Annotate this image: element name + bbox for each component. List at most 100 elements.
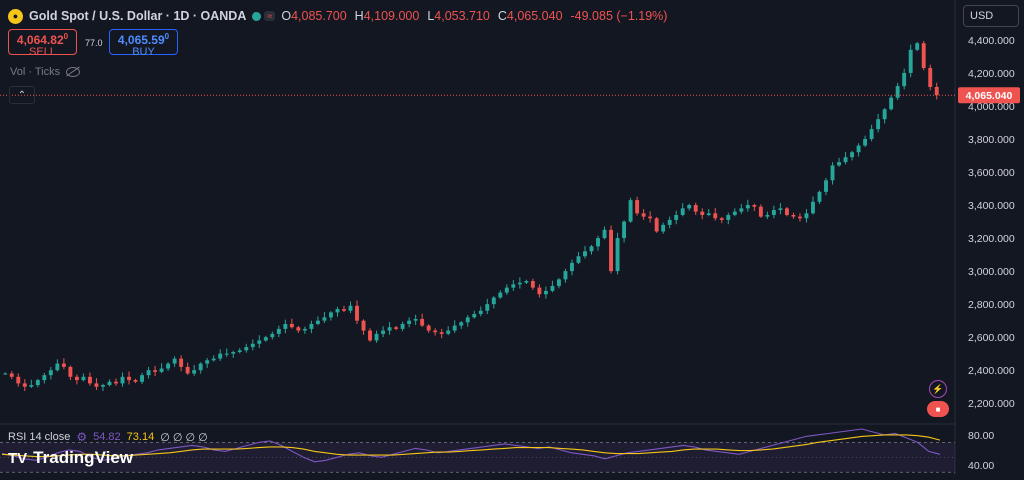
candle-body	[74, 376, 79, 381]
rsi-ma-value: 73.14	[126, 431, 155, 443]
candle-body	[192, 370, 197, 374]
candle-body	[374, 333, 379, 341]
candle-body	[517, 282, 522, 285]
candle-body	[693, 205, 698, 212]
candle-body	[635, 200, 640, 214]
candle-body	[524, 281, 529, 283]
candle-body	[446, 330, 451, 334]
candle-body	[355, 305, 359, 321]
gold-coin-icon: ●	[8, 8, 23, 24]
price-axis-tick: 3,400.000	[968, 200, 1015, 212]
candle-body	[211, 358, 216, 361]
candle-body	[114, 381, 118, 384]
rsi-ma-line	[1, 434, 941, 458]
candle-body	[570, 262, 574, 272]
candle-body	[48, 370, 53, 376]
candle-body	[439, 332, 444, 334]
candle-body	[602, 229, 607, 239]
low-value: 4,053.710	[434, 9, 490, 23]
candle-body	[315, 320, 320, 324]
rsi-legend[interactable]: RSI 14 close ⚙ 54.82 73.14 ∅ ∅ ∅ ∅	[8, 430, 208, 444]
candle-body	[680, 208, 685, 215]
candle-body	[797, 216, 802, 219]
candle-body	[224, 353, 229, 355]
symbol-title[interactable]: Gold Spot / U.S. Dollar · 1D · OANDA	[29, 9, 247, 23]
candle-body	[589, 246, 594, 252]
price-axis-tick: 3,600.000	[968, 167, 1015, 179]
candle-body	[804, 213, 809, 219]
volume-legend[interactable]: Vol · Ticks	[10, 66, 81, 78]
candle-body	[302, 328, 307, 331]
symbol-header: ● Gold Spot / U.S. Dollar · 1D · OANDA ≈…	[8, 7, 675, 25]
candle-body	[94, 383, 99, 387]
candle-body	[791, 214, 796, 217]
candle-body	[9, 373, 14, 377]
low-label: L	[427, 9, 435, 23]
candle-body	[530, 281, 535, 288]
candle-body	[348, 305, 353, 311]
tv-logo-icon: TV	[8, 449, 28, 467]
candle-body	[368, 330, 372, 341]
lightning-icon[interactable]: ⚡	[929, 380, 947, 398]
buy-price-sup: 0	[164, 32, 170, 41]
candle-body	[778, 208, 783, 211]
high-label: H	[354, 9, 364, 23]
candle-body	[107, 381, 112, 386]
spread-value: 77.0	[85, 38, 103, 48]
eye-slash-icon[interactable]	[66, 67, 81, 77]
candle-body	[218, 353, 223, 359]
candle-body	[328, 312, 333, 318]
candle-body	[452, 325, 457, 331]
candle-body	[185, 366, 190, 374]
candle-body	[400, 323, 405, 329]
settings-icon[interactable]: ⚙	[76, 430, 88, 444]
candle-body	[511, 284, 516, 288]
collapse-legend-button[interactable]: ⌃	[9, 86, 35, 104]
candle-body	[876, 119, 881, 130]
candle-body	[856, 145, 861, 153]
candle-body	[465, 317, 470, 323]
currency-selector[interactable]: USD	[963, 5, 1019, 27]
candle-body	[81, 376, 86, 381]
candle-body	[758, 206, 763, 217]
open-value: 4,085.700	[291, 9, 347, 23]
candle-body	[687, 205, 692, 209]
candle-body	[387, 327, 392, 331]
candle-body	[101, 385, 105, 387]
price-axis-tick: 4,000.000	[968, 101, 1015, 113]
price-axis-tick: 2,200.000	[968, 398, 1015, 410]
close-label: C	[497, 9, 507, 23]
candle-body	[179, 358, 184, 367]
candle-body	[231, 352, 236, 354]
candle-body	[394, 327, 399, 329]
candle-body	[3, 373, 8, 375]
candle-body	[16, 376, 21, 384]
last-price-label: 4,065.040	[966, 90, 1013, 102]
candle-body	[921, 43, 926, 68]
candle-body	[296, 327, 301, 331]
candle-body	[127, 376, 131, 381]
candle-body	[563, 271, 568, 280]
us-flag-icon[interactable]: ■	[927, 401, 949, 417]
candle-body	[622, 221, 627, 239]
price-axis-tick: 3,800.000	[968, 134, 1015, 146]
candle-body	[29, 385, 34, 387]
buy-button[interactable]: 4,065.590 BUY	[109, 29, 178, 58]
buy-price: 4,065.59	[117, 33, 165, 47]
candle-body	[335, 309, 340, 313]
candle-body	[719, 218, 724, 220]
candle-body	[146, 370, 151, 376]
candle-body	[237, 350, 242, 353]
candle-body	[420, 319, 425, 326]
candle-body	[752, 205, 757, 207]
tradingview-logo[interactable]: TV TradingView	[8, 448, 133, 468]
candle-body	[472, 314, 477, 318]
candle-body	[270, 333, 275, 338]
sell-button[interactable]: 4,064.820 SELL	[8, 29, 77, 58]
market-open-icon	[252, 11, 262, 21]
candle-body	[504, 287, 509, 293]
candle-body	[35, 380, 40, 386]
candle-body	[667, 219, 672, 225]
candle-body	[824, 180, 828, 192]
